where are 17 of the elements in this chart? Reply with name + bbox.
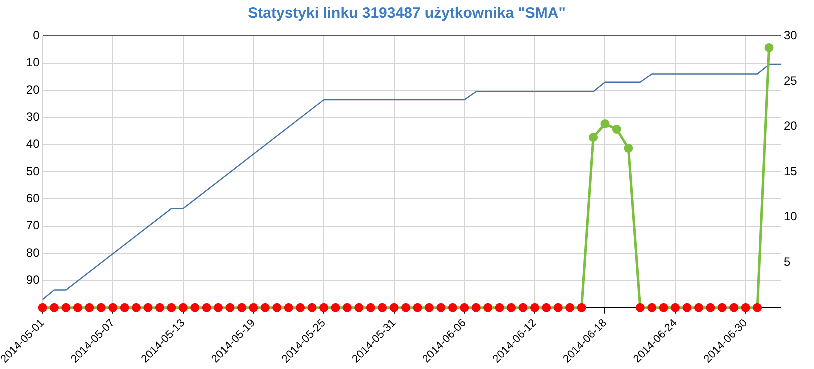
y2-tick-label: 5: [784, 254, 791, 269]
y2-tick-label: 10: [784, 210, 798, 224]
chart-title: Statystyki linku 3193487 użytkownika "SMA": [247, 5, 567, 22]
y-tick-label: 90: [26, 273, 40, 288]
y2-tick-label: 25: [784, 74, 798, 88]
y-tick-label: 0: [33, 28, 40, 43]
y-tick-label: 20: [26, 82, 40, 97]
y-tick-label: 60: [26, 192, 40, 206]
y2-tick-label: 15: [784, 164, 798, 178]
y-tick-label: 80: [26, 246, 40, 260]
y-tick-label: 50: [26, 164, 40, 178]
y-tick-label: 30: [26, 110, 40, 124]
y2-tick-label: 20: [784, 119, 798, 134]
y2-tick-label: 30: [784, 28, 798, 43]
y-tick-label: 70: [26, 218, 40, 233]
y-tick-label: 40: [26, 137, 40, 152]
y-tick-label: 10: [26, 56, 40, 70]
